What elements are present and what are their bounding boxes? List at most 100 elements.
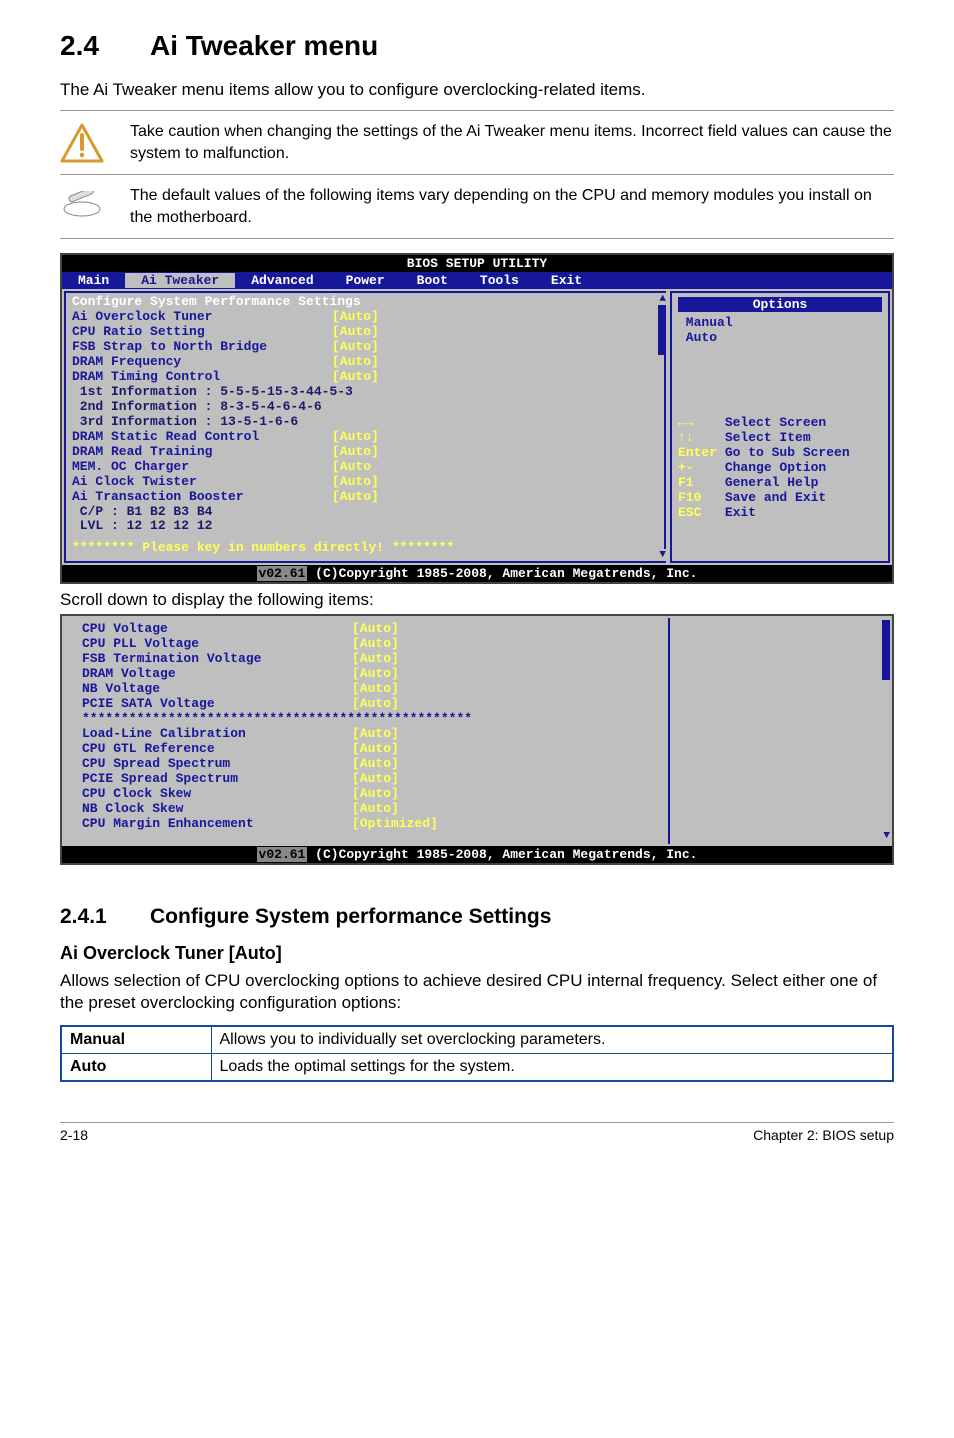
bios-setting-label[interactable]: FSB Termination Voltage — [82, 652, 352, 667]
bios-option[interactable]: Auto — [678, 331, 882, 346]
bios-setting-label[interactable]: CPU Margin Enhancement — [82, 817, 352, 832]
bios-setting-label[interactable]: PCIE SATA Voltage — [82, 697, 352, 712]
bios-setting-value[interactable]: [Auto] — [332, 445, 379, 460]
bios-setting-value[interactable]: [Auto] — [332, 370, 379, 385]
bios-setting-value[interactable]: [Auto] — [332, 475, 379, 490]
bios-nav-hint: +- Change Option — [678, 461, 882, 476]
bios-setting-label[interactable]: Ai Overclock Tuner — [72, 310, 332, 325]
bios-setting-value[interactable]: [Optimized] — [352, 817, 438, 832]
option-name: Auto — [61, 1054, 211, 1082]
bios-setting-label: 3rd Information : 13-5-1-6-6 — [72, 415, 332, 430]
bios2-copyright: v02.61 (C)Copyright 1985-2008, American … — [62, 846, 892, 863]
bios-tab[interactable]: Ai Tweaker — [125, 273, 235, 288]
note-block: The default values of the following item… — [60, 175, 894, 239]
bios-setting-value[interactable]: [Auto] — [352, 622, 399, 637]
caution-block: Take caution when changing the settings … — [60, 110, 894, 175]
bios-setting-value[interactable]: [Auto] — [332, 430, 379, 445]
bios-setting-label[interactable]: PCIE Spread Spectrum — [82, 772, 352, 787]
bios-tab[interactable]: Exit — [535, 273, 598, 288]
bios-setting-value[interactable]: [Auto — [332, 460, 371, 475]
bios-setting-value[interactable]: [Auto] — [352, 637, 399, 652]
please-key-text: ******** Please key in numbers directly!… — [72, 540, 454, 555]
bios-tab[interactable]: Main — [62, 273, 125, 288]
bios-setting-value[interactable]: [Auto] — [352, 742, 399, 757]
item-description: Allows selection of CPU overclocking opt… — [60, 970, 894, 1016]
bios-tab[interactable]: Boot — [401, 273, 464, 288]
section-title: Ai Tweaker menu — [150, 30, 378, 61]
bios-setting-label[interactable]: DRAM Timing Control — [72, 370, 332, 385]
bios-setting-label[interactable]: CPU Clock Skew — [82, 787, 352, 802]
bios-setting-label[interactable]: CPU Voltage — [82, 622, 352, 637]
bios-setting-value[interactable]: [Auto] — [332, 310, 379, 325]
bios-setting-label: 2nd Information : 8-3-5-4-6-4-6 — [72, 400, 332, 415]
footer-page-number: 2-18 — [60, 1127, 88, 1143]
bios-setting-label[interactable]: DRAM Read Training — [72, 445, 332, 460]
bios-nav-hint: F10 Save and Exit — [678, 491, 882, 506]
bios-nav-hint: F1 General Help — [678, 476, 882, 491]
bios-setting-value[interactable]: [Auto] — [352, 727, 399, 742]
bios-setting-label[interactable]: NB Voltage — [82, 682, 352, 697]
subsection-number: 2.4.1 — [60, 905, 150, 929]
bios-setting-label[interactable]: DRAM Voltage — [82, 667, 352, 682]
page-footer: 2-18 Chapter 2: BIOS setup — [60, 1122, 894, 1143]
bios-title: BIOS SETUP UTILITY — [62, 255, 892, 272]
bios-copyright: v02.61 (C)Copyright 1985-2008, American … — [62, 565, 892, 582]
separator-stars: ****************************************… — [82, 712, 656, 727]
bios-setting-label[interactable]: Load-Line Calibration — [82, 727, 352, 742]
bios-setting-label: LVL : 12 12 12 12 — [72, 519, 332, 534]
bios-setting-value[interactable]: [Auto] — [332, 490, 379, 505]
subsection-title: Configure System performance Settings — [150, 905, 551, 928]
bios-setting-value[interactable]: [Auto] — [352, 802, 399, 817]
subsection-heading: 2.4.1Configure System performance Settin… — [60, 905, 894, 929]
bios-section-header: Configure System Performance Settings — [72, 295, 361, 310]
bios-setting-label[interactable]: NB Clock Skew — [82, 802, 352, 817]
bios-setting-value[interactable]: [Auto] — [352, 787, 399, 802]
bios-setting-value[interactable]: [Auto] — [332, 340, 379, 355]
bios-setting-label[interactable]: MEM. OC Charger — [72, 460, 332, 475]
bios-setting-label[interactable]: DRAM Static Read Control — [72, 430, 332, 445]
option-description: Allows you to individually set overclock… — [211, 1026, 893, 1054]
table-row: ManualAllows you to individually set ove… — [61, 1026, 893, 1054]
bios-setting-value[interactable]: [Auto] — [332, 325, 379, 340]
bios-setting-label[interactable]: CPU Ratio Setting — [72, 325, 332, 340]
bios-setting-value[interactable]: [Auto] — [332, 355, 379, 370]
option-description: Loads the optimal settings for the syste… — [211, 1054, 893, 1082]
bios-setting-label[interactable]: Ai Transaction Booster — [72, 490, 332, 505]
bios-tab[interactable]: Advanced — [235, 273, 329, 288]
intro-text: The Ai Tweaker menu items allow you to c… — [60, 80, 894, 100]
bios-option[interactable]: Manual — [678, 316, 882, 331]
section-number: 2.4 — [60, 30, 150, 62]
bios-setting-label[interactable]: CPU GTL Reference — [82, 742, 352, 757]
bios-setting-value[interactable]: [Auto] — [352, 652, 399, 667]
item-heading: Ai Overclock Tuner [Auto] — [60, 943, 894, 964]
bios-tab[interactable]: Tools — [464, 273, 535, 288]
bios-nav-hint: ESC Exit — [678, 506, 882, 521]
section-heading: 2.4Ai Tweaker menu — [60, 30, 894, 62]
pencil-icon — [60, 191, 130, 223]
caution-text: Take caution when changing the settings … — [130, 121, 894, 164]
bios-left-panel: Configure System Performance Settings Ai… — [64, 291, 666, 563]
bios-right-panel: Options Manual Auto ←→ Select Screen↑↓ S… — [670, 291, 890, 563]
bios2-right: ▼ — [668, 618, 890, 843]
bios-nav-hint: ←→ Select Screen — [678, 416, 882, 431]
bios-tab[interactable]: Power — [330, 273, 401, 288]
note-text: The default values of the following item… — [130, 185, 894, 228]
bios-setting-value[interactable]: [Auto] — [352, 697, 399, 712]
bios-setting-label: 1st Information : 5-5-5-15-3-44-5-3 — [72, 385, 332, 400]
bios-nav-hint: Enter Go to Sub Screen — [678, 446, 882, 461]
bios-setting-label[interactable]: DRAM Frequency — [72, 355, 332, 370]
scroll-note: Scroll down to display the following ite… — [60, 590, 894, 610]
options-title: Options — [678, 297, 882, 312]
bios-setting-label[interactable]: FSB Strap to North Bridge — [72, 340, 332, 355]
bios-setting-value[interactable]: [Auto] — [352, 772, 399, 787]
bios-setting-label[interactable]: CPU PLL Voltage — [82, 637, 352, 652]
bios-setting-label[interactable]: CPU Spread Spectrum — [82, 757, 352, 772]
bios-setting-value[interactable]: [Auto] — [352, 757, 399, 772]
table-row: AutoLoads the optimal settings for the s… — [61, 1054, 893, 1082]
bios-nav-hint: ↑↓ Select Item — [678, 431, 882, 446]
bios2-left: CPU Voltage [Auto]CPU PLL Voltage [Auto]… — [62, 616, 666, 845]
bios-setting-value[interactable]: [Auto] — [352, 667, 399, 682]
bios-setting-value[interactable]: [Auto] — [352, 682, 399, 697]
option-name: Manual — [61, 1026, 211, 1054]
bios-setting-label[interactable]: Ai Clock Twister — [72, 475, 332, 490]
